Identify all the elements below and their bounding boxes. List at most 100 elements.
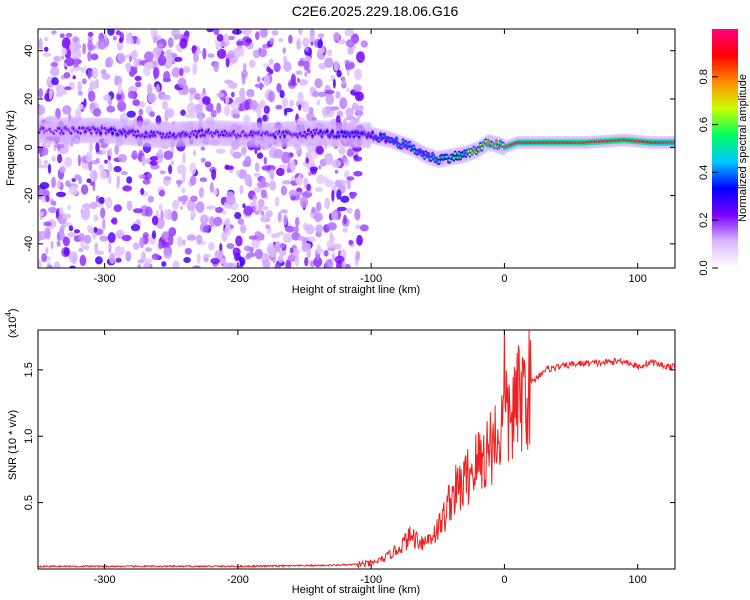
noise-speckle [173,34,179,41]
noise-speckle [132,242,140,250]
noise-speckle [344,158,348,164]
noise-speckle [87,90,96,102]
noise-speckle [298,79,309,86]
noise-speckle [107,161,113,173]
noise-speckle [230,91,235,98]
noise-speckle [68,225,74,232]
x-tick-label: 100 [629,574,647,586]
noise-speckle [281,180,292,185]
noise-speckle [79,254,87,267]
noise-speckle [203,225,209,233]
noise-speckle [324,89,335,95]
noise-speckle [196,253,201,264]
x-tick-label: -100 [360,273,382,285]
noise-speckle [256,152,264,159]
noise-speckle [83,244,90,251]
noise-speckle [234,212,242,220]
noise-speckle [57,153,63,164]
noise-speckle [156,83,160,94]
noise-speckle [216,48,227,59]
noise-speckle [74,174,81,181]
ridge-core [103,126,106,130]
noise-speckle [107,29,115,36]
noise-speckle [53,56,61,63]
noise-speckle [243,205,253,216]
noise-speckle [341,260,346,268]
noise-speckle [186,102,196,114]
x-tick-label: -100 [360,574,382,586]
noise-speckle [242,203,246,209]
noise-speckle [345,60,350,71]
noise-speckle [263,206,269,211]
noise-speckle [99,235,109,242]
noise-speckle [339,97,348,110]
noise-speckle [276,167,285,177]
noise-speckle [89,201,98,210]
noise-speckle [204,161,212,168]
noise-speckle [258,199,265,208]
noise-speckle [302,100,310,113]
noise-speckle [100,207,106,219]
noise-speckle [225,54,235,59]
noise-speckle [132,99,140,106]
noise-speckle [284,110,288,116]
x-tick-label: 0 [501,273,507,285]
noise-speckle [68,251,79,264]
noise-speckle [283,61,292,72]
noise-speckle [107,232,116,244]
ridge-core [452,156,455,160]
noise-speckle [227,81,238,89]
noise-speckle [298,29,303,36]
noise-speckle [206,205,217,210]
noise-speckle [360,40,368,48]
noise-speckle [245,254,251,260]
noise-speckle [213,216,223,227]
noise-speckle [159,170,166,175]
colorbar-ticks: 0.0 0.2 0.4 0.6 0.8 [698,69,718,276]
ridge-core [335,135,338,139]
ridge-core [199,134,202,138]
ridge-core [79,131,82,135]
noise-speckle [243,114,251,124]
noise-speckle [90,53,99,61]
ridge-core [421,151,425,155]
noise-speckle [275,240,281,250]
noise-speckle [336,206,347,212]
noise-speckle [163,209,170,220]
noise-speckle [352,37,359,43]
noise-speckle [71,178,76,183]
noise-speckle [346,207,353,214]
noise-speckle [256,110,262,119]
noise-speckle [126,32,130,45]
noise-speckle [303,60,310,71]
ridge-core [437,160,441,164]
noise-speckle [326,240,334,249]
noise-speckle [288,189,298,197]
noise-speckle [192,64,196,76]
noise-speckle [214,207,224,213]
noise-speckle [86,178,92,183]
noise-speckle [126,176,133,184]
snr-scale-exponent: 4 [4,312,13,317]
noise-speckle [275,104,283,110]
noise-speckle [103,94,112,102]
noise-speckle [179,67,184,76]
noise-speckle [314,186,324,193]
noise-speckle [162,100,168,110]
y-tick-label: 20 [23,93,35,105]
noise-speckle [334,255,345,264]
noise-speckle [244,245,252,252]
noise-speckle [311,206,316,214]
noise-speckle [56,179,62,189]
noise-speckle [281,97,289,108]
noise-speckle [232,247,238,253]
noise-speckle [195,49,202,55]
noise-speckle [140,101,146,108]
noise-speckle [273,62,281,73]
noise-speckle [87,36,93,42]
noise-speckle [43,160,49,165]
noise-speckle [121,246,125,255]
ridge-core [493,144,497,148]
noise-speckle [219,243,223,253]
noise-speckle [87,39,93,52]
